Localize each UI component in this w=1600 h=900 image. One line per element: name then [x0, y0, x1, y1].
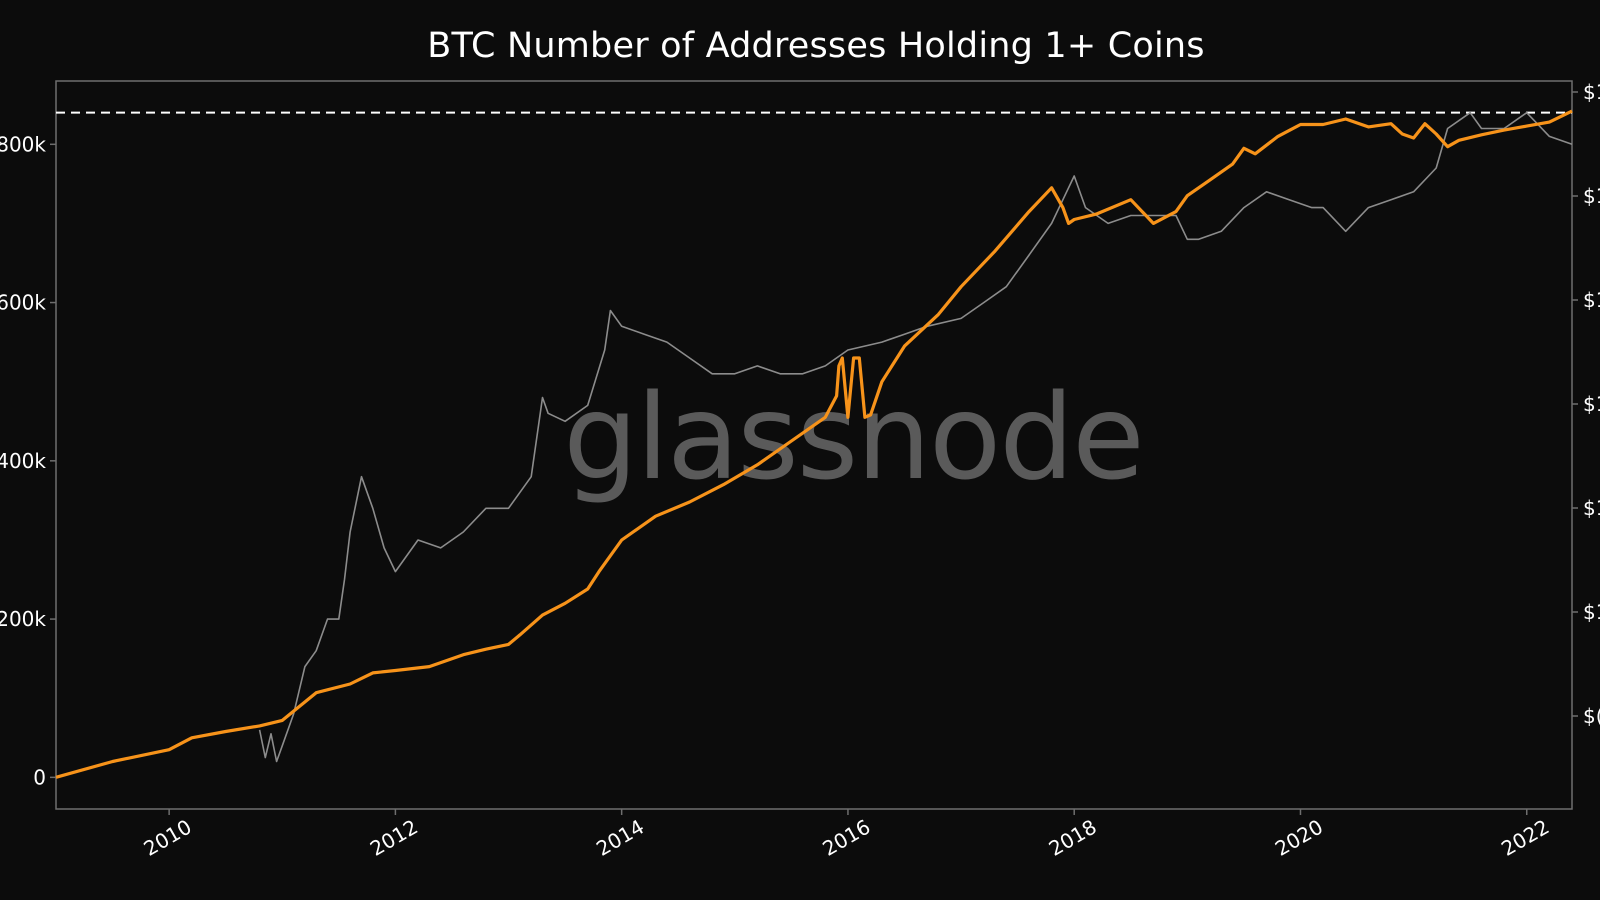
y-tick-label: 400k	[0, 449, 46, 473]
y-tick-label: 200k	[0, 607, 46, 631]
price-series-line	[258, 111, 1573, 763]
plot-frame	[55, 80, 1573, 810]
right-tick-label: $1	[1583, 80, 1600, 104]
x-tick-label: 2016	[818, 815, 874, 861]
y-axis-ticks: 0 200k 400k 600k 800k	[0, 132, 56, 789]
x-tick-label: 2014	[592, 815, 648, 861]
right-tick-label: $1	[1583, 392, 1600, 416]
chart-title: BTC Number of Addresses Holding 1+ Coins	[427, 26, 1205, 66]
y-tick-label: 600k	[0, 291, 46, 315]
x-tick-label: 2022	[1497, 815, 1553, 861]
x-tick-label: 2010	[140, 815, 196, 861]
y-tick-label: 0	[33, 765, 46, 789]
x-tick-label: 2020	[1271, 815, 1327, 861]
right-axis-ticks: $1 $1 $1 $1 $1 $1 $(	[1572, 80, 1600, 728]
right-tick-label: $(	[1583, 704, 1600, 728]
right-tick-label: $1	[1583, 600, 1600, 624]
x-tick-label: 2012	[366, 815, 422, 861]
right-tick-label: $1	[1583, 184, 1600, 208]
glassnode-watermark: glassnode	[563, 368, 1142, 506]
right-tick-label: $1	[1583, 288, 1600, 312]
x-tick-label: 2018	[1045, 815, 1101, 861]
right-tick-label: $1	[1583, 496, 1600, 520]
x-axis-ticks: 2010 2012 2014 2016 2018 2020 2022	[140, 809, 1553, 861]
addresses-series-line	[55, 109, 1573, 779]
y-tick-label: 800k	[0, 132, 46, 156]
